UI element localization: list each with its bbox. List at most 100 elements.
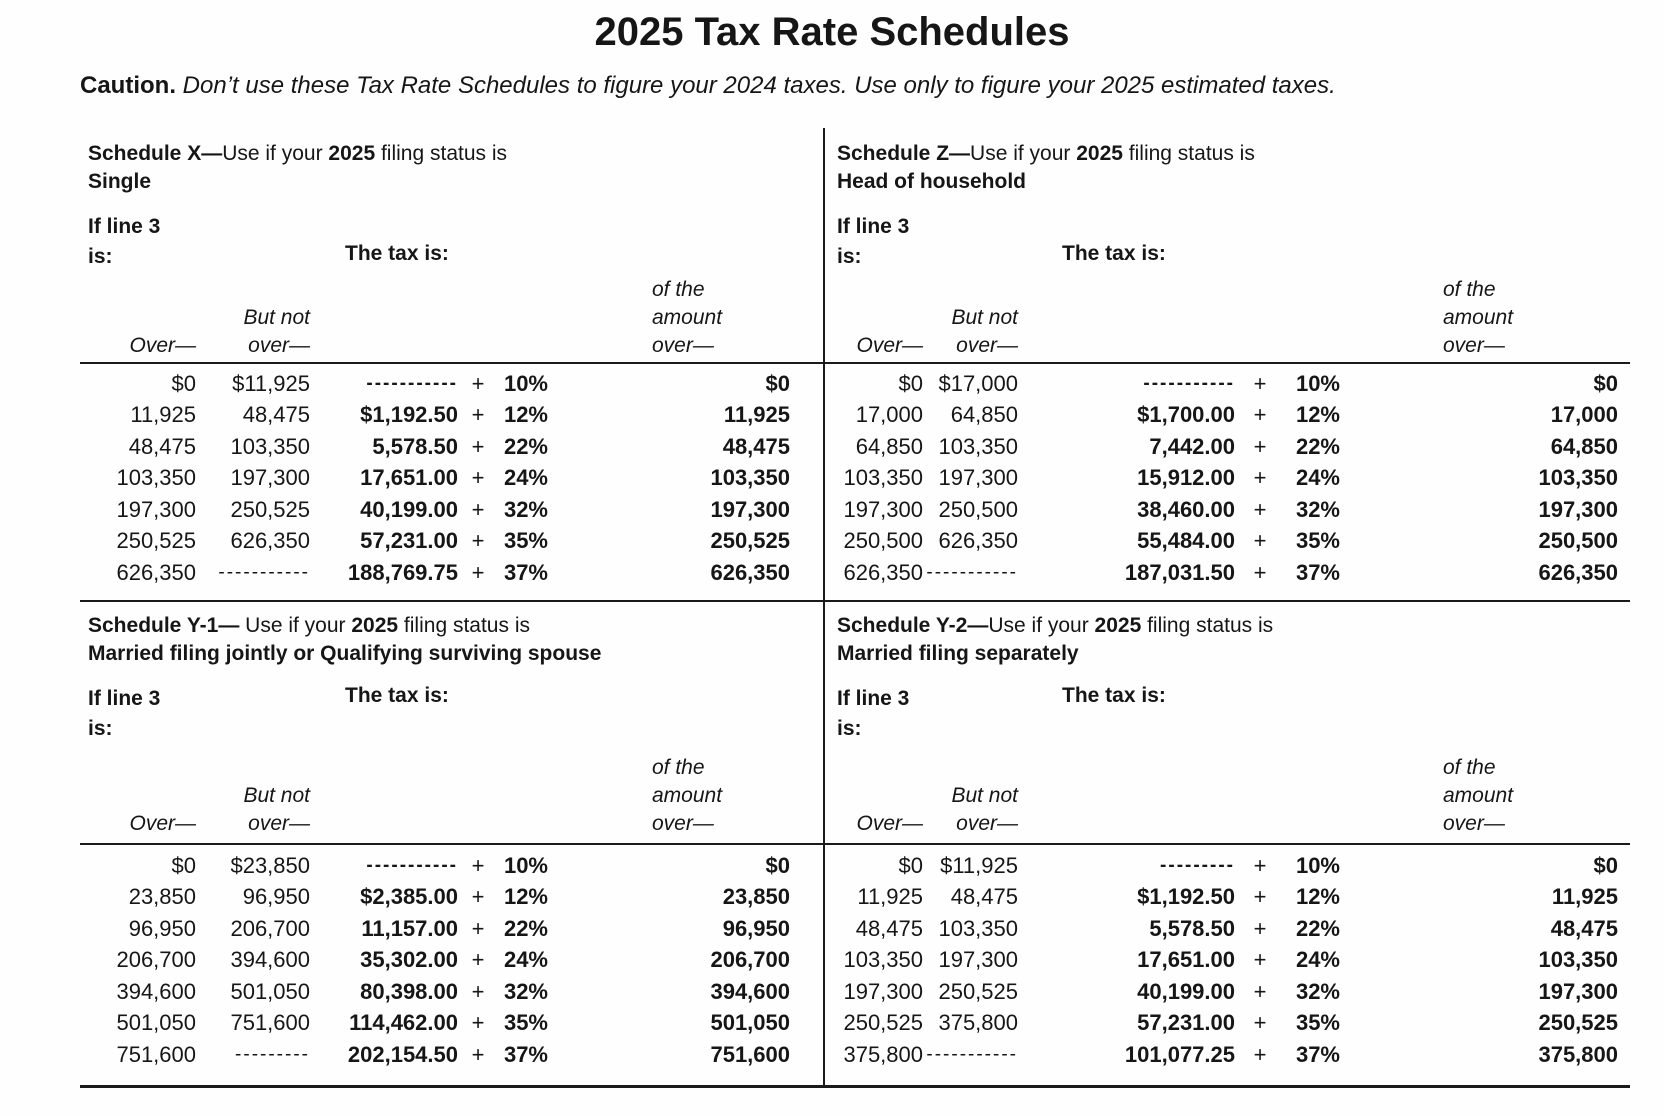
caution-label: Caution. <box>80 72 176 99</box>
rate-cell: 35% <box>1295 528 1340 554</box>
of-amount-over-cell: 23,850 <box>722 884 790 910</box>
but-not-over-cell: 64,850 <box>950 402 1018 428</box>
tax-is-label: The tax is: <box>1062 684 1166 707</box>
plus-sign: + <box>471 915 485 941</box>
plus-sign: + <box>471 559 485 585</box>
plus-sign: + <box>471 433 485 459</box>
table-row: 375,800 ----------- 101,077.25 +37% 375,800 <box>825 1039 1630 1071</box>
plus-sign: + <box>1253 1010 1267 1036</box>
over-cell: 206,700 <box>116 947 196 973</box>
col-header-amount: amount <box>1443 784 1514 807</box>
rate-cell: 10% <box>503 852 548 878</box>
of-amount-over-cell: 103,350 <box>1538 465 1618 491</box>
but-not-over-cell: 501,050 <box>230 978 310 1004</box>
col-header-amount: amount <box>1443 306 1514 329</box>
base-tax-cell: 40,199.00 <box>1137 978 1235 1004</box>
rate-cell: 12% <box>503 884 548 910</box>
base-tax-cell: 35,302.00 <box>360 947 458 973</box>
of-amount-over-cell: 103,350 <box>1538 947 1618 973</box>
col-header-amount: amount <box>652 306 723 329</box>
over-cell: 626,350 <box>116 559 196 585</box>
table-row: 11,925 48,475 $1,192.50 +12% 11,925 <box>80 400 823 432</box>
col-header-but-not: But not <box>243 306 310 329</box>
of-amount-over-cell: 250,500 <box>1538 528 1618 554</box>
over-cell: 64,850 <box>855 433 923 459</box>
of-amount-over-cell: 375,800 <box>1538 1041 1618 1067</box>
but-not-over-cell: 250,500 <box>938 496 1018 522</box>
rate-cell: 22% <box>1295 915 1340 941</box>
col-header-over2: over— <box>956 334 1018 357</box>
if-line3-label: If line 3 is: <box>88 215 161 268</box>
schedule-x-rows: $0 $11,925 ----------- +10% $0 11,925 48,475 $1… <box>80 368 823 589</box>
of-amount-over-cell: 197,300 <box>1538 978 1618 1004</box>
header-rule <box>80 362 823 364</box>
over-cell: 103,350 <box>116 465 196 491</box>
rate-cell: 37% <box>503 559 548 585</box>
of-amount-over-cell: 206,700 <box>710 947 790 973</box>
rate-cell: 37% <box>1295 1041 1340 1067</box>
over-cell: 96,950 <box>128 915 196 941</box>
over-cell: $0 <box>898 852 923 878</box>
rate-cell: 35% <box>503 1010 548 1036</box>
plus-sign: + <box>471 852 485 878</box>
col-header-but-not: But not <box>243 784 310 807</box>
plus-sign: + <box>1253 1041 1267 1067</box>
plus-sign: + <box>1253 559 1267 585</box>
but-not-over-cell: --------- <box>235 1044 310 1066</box>
but-not-over-cell: 626,350 <box>938 528 1018 554</box>
table-row: 626,350 ----------- 187,031.50 +37% 626,350 <box>825 557 1630 589</box>
rate-cell: 12% <box>503 402 548 428</box>
col-header-over2: over— <box>248 334 310 357</box>
schedule-id: Schedule Z— <box>837 142 971 165</box>
base-tax-cell: ----------- <box>1143 373 1235 395</box>
rate-cell: 32% <box>1295 496 1340 522</box>
rate-cell: 32% <box>503 978 548 1004</box>
header-rule <box>80 843 823 845</box>
col-header-over: Over— <box>856 812 923 835</box>
schedule-id: Schedule Y-2— <box>837 614 989 637</box>
schedule-id: Schedule X— <box>88 142 223 165</box>
table-row: $0 $11,925 --------- +10% $0 <box>825 850 1630 882</box>
rate-cell: 24% <box>503 465 548 491</box>
caution-text: Don’t use these Tax Rate Schedules to fi… <box>176 72 1336 99</box>
of-amount-over-cell: 626,350 <box>1538 559 1618 585</box>
but-not-over-cell: 394,600 <box>230 947 310 973</box>
col-header-but-not: But not <box>951 784 1018 807</box>
but-not-over-cell: 197,300 <box>230 465 310 491</box>
of-amount-over-cell: 197,300 <box>1538 496 1618 522</box>
base-tax-cell: $1,700.00 <box>1137 402 1235 428</box>
table-row: 250,525 375,800 57,231.00 +35% 250,525 <box>825 1008 1630 1040</box>
base-tax-cell: 17,651.00 <box>360 465 458 491</box>
base-tax-cell: $2,385.00 <box>360 884 458 910</box>
plus-sign: + <box>1253 852 1267 878</box>
col-header-over2: over— <box>248 812 310 835</box>
but-not-over-cell: 197,300 <box>938 465 1018 491</box>
over-cell: 626,350 <box>843 559 923 585</box>
over-cell: 501,050 <box>116 1010 196 1036</box>
of-amount-over-cell: 197,300 <box>710 496 790 522</box>
of-amount-over-cell: $0 <box>1593 370 1618 396</box>
rate-cell: 24% <box>1295 465 1340 491</box>
plus-sign: + <box>1253 884 1267 910</box>
schedule-z-rows: $0 $17,000 ----------- +10% $0 17,000 64,850 $1… <box>825 368 1630 589</box>
of-amount-over-cell: 501,050 <box>710 1010 790 1036</box>
base-tax-cell: 188,769.75 <box>347 559 458 585</box>
over-cell: 23,850 <box>128 884 196 910</box>
base-tax-cell: 57,231.00 <box>1137 1010 1235 1036</box>
base-tax-cell: $1,192.50 <box>1137 884 1235 910</box>
rate-cell: 22% <box>503 915 548 941</box>
over-cell: 751,600 <box>116 1041 196 1067</box>
plus-sign: + <box>471 465 485 491</box>
of-amount-over-cell: 48,475 <box>722 433 790 459</box>
but-not-over-cell: 103,350 <box>230 433 310 459</box>
of-amount-over-cell: 250,525 <box>710 528 790 554</box>
but-not-over-cell: 103,350 <box>938 433 1018 459</box>
schedule-title: Schedule X—Use if your 2025 filing statu… <box>88 142 508 193</box>
of-amount-over-cell: 17,000 <box>1550 402 1618 428</box>
but-not-over-cell: $11,925 <box>940 852 1018 878</box>
over-cell: 48,475 <box>128 433 196 459</box>
plus-sign: + <box>471 978 485 1004</box>
caution-note: Caution. Don’t use these Tax Rate Schedu… <box>80 72 1640 100</box>
over-cell: 197,300 <box>116 496 196 522</box>
plus-sign: + <box>471 1010 485 1036</box>
